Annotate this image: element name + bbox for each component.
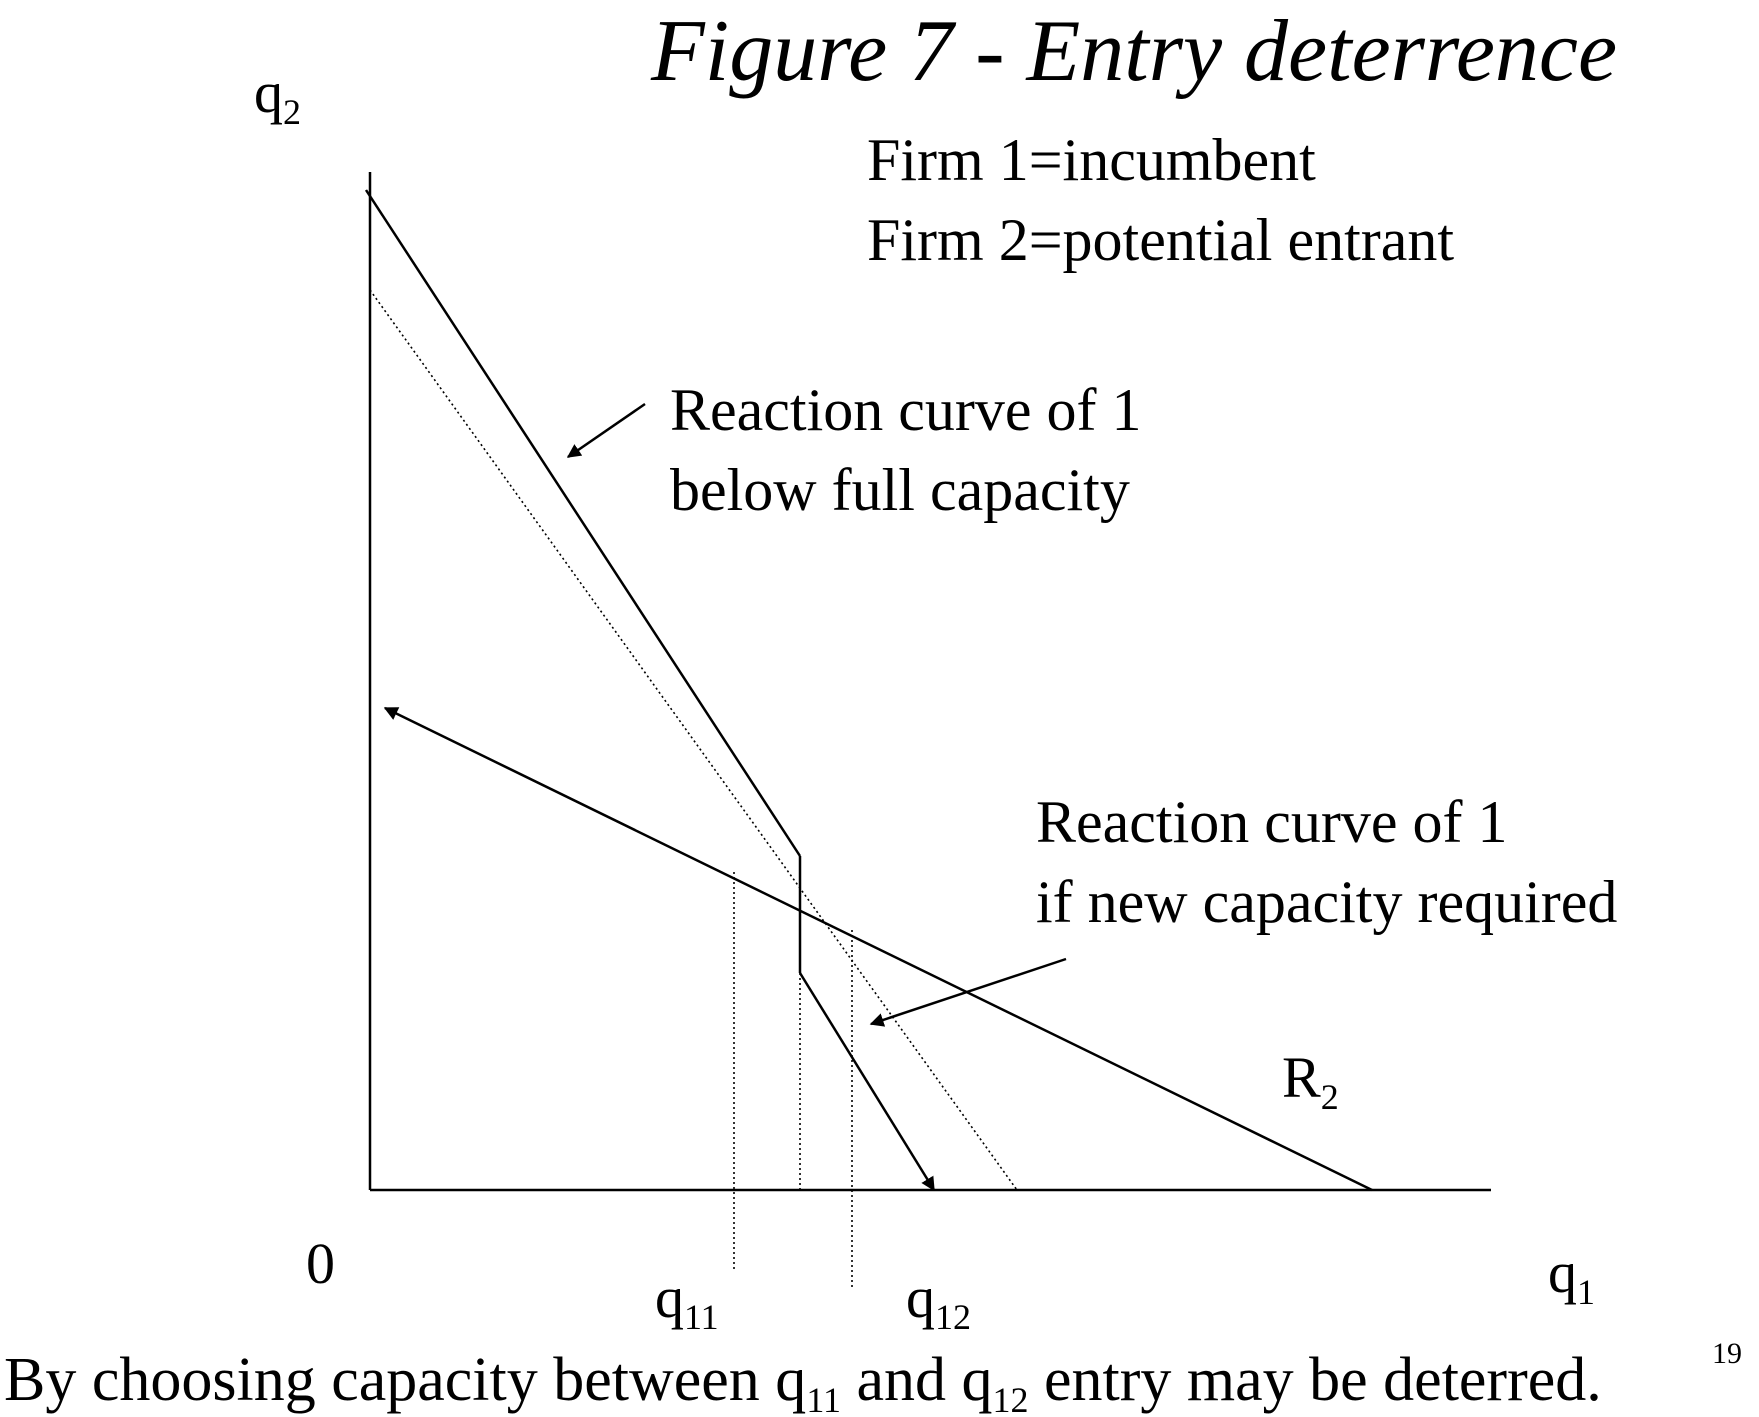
figure-title: Figure 7 - Entry deterrence (650, 3, 1617, 100)
reaction-curve-r2 (383, 706, 1373, 1192)
below-full-capacity-label-line2: below full capacity (670, 457, 1130, 523)
reaction-curve-below-full-capacity (364, 189, 802, 857)
page-number: 19 (1712, 1337, 1742, 1370)
caption: By choosing capacity between q11 and q12… (4, 1346, 1602, 1417)
new-capacity-arrow (869, 957, 1067, 1027)
firm-2-note: Firm 2=potential entrant (867, 207, 1454, 273)
r2-label: R2 (1282, 1045, 1339, 1117)
reaction-curve-lower-segment (798, 972, 936, 1192)
new-capacity-label-line2: if new capacity required (1036, 869, 1617, 935)
new-capacity-label-line1: Reaction curve of 1 (1036, 789, 1507, 855)
x-axis-label: q1 (1548, 1240, 1595, 1312)
below-full-capacity-arrow (566, 402, 646, 459)
q11-label: q11 (655, 1265, 719, 1337)
origin-label: 0 (306, 1231, 335, 1296)
y-axis-label: q2 (254, 60, 301, 132)
firm-1-note: Firm 1=incumbent (867, 127, 1316, 193)
q12-label: q12 (906, 1265, 971, 1337)
below-full-capacity-label-line1: Reaction curve of 1 (670, 377, 1141, 443)
